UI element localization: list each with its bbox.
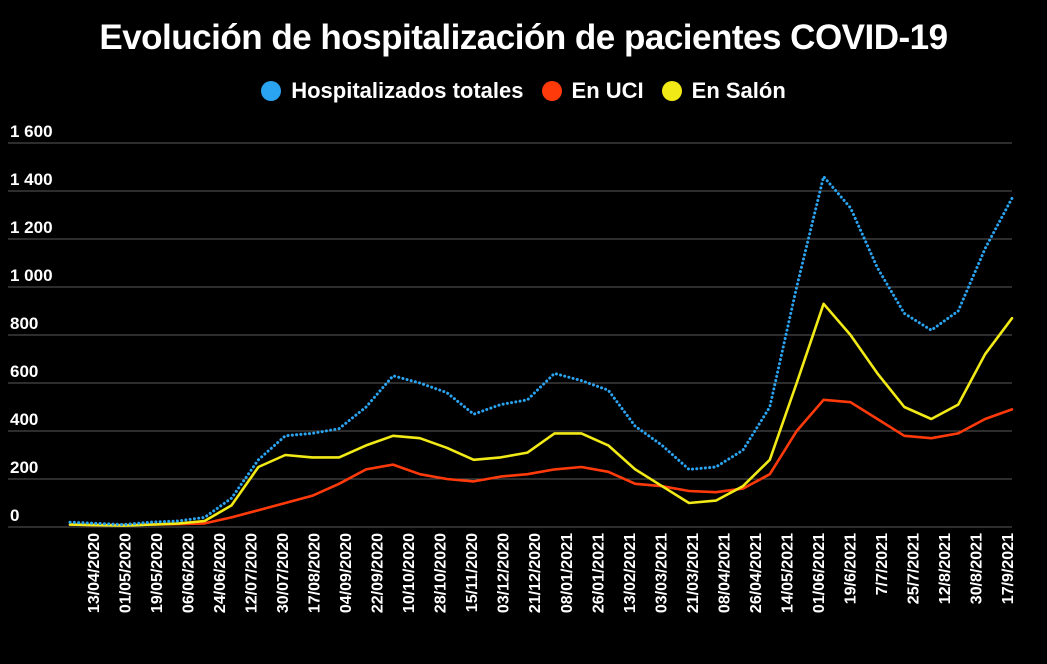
- legend-item-total[interactable]: Hospitalizados totales: [261, 78, 524, 104]
- legend-item-salon[interactable]: En Salón: [661, 78, 786, 104]
- y-tick-label: 800: [10, 314, 38, 333]
- y-tick-label: 1 600: [10, 122, 53, 141]
- y-tick-label: 1 000: [10, 266, 53, 285]
- y-tick-label: 400: [10, 410, 38, 429]
- legend-swatch-salon: [661, 81, 682, 101]
- legend: Hospitalizados totales En UCI En Salón: [0, 78, 1047, 104]
- x-tick-label: 24/06/2020: [212, 533, 229, 613]
- x-tick-label: 12/8/2021: [937, 533, 954, 604]
- x-tick-label: 06/06/2020: [181, 533, 198, 613]
- chart-title: Evolución de hospitalización de paciente…: [99, 18, 948, 57]
- legend-label-total: Hospitalizados totales: [291, 78, 524, 103]
- x-tick-label: 28/10/2020: [433, 533, 450, 613]
- x-tick-label: 03/03/2021: [653, 533, 670, 613]
- series-line-uci: [68, 398, 1014, 527]
- x-tick-label: 01/06/2021: [811, 533, 828, 613]
- gridlines: [8, 142, 1012, 528]
- y-tick-label: 200: [10, 458, 38, 477]
- y-tick-label: 1 200: [10, 218, 53, 237]
- x-tick-label: 30/07/2020: [275, 533, 292, 613]
- y-tick-label: 600: [10, 362, 38, 381]
- x-tick-label: 04/09/2020: [338, 533, 355, 613]
- legend-item-uci[interactable]: En UCI: [541, 78, 644, 104]
- series-layer: [68, 175, 1014, 527]
- series-line-salon: [68, 302, 1014, 527]
- x-tick-label: 08/01/2021: [559, 533, 576, 613]
- x-tick-label: 7/7/2021: [874, 533, 891, 595]
- x-axis: 13/04/2020 01/05/2020 19/05/2020 06/06/2020…: [86, 533, 1017, 613]
- x-tick-label: 12/07/2020: [244, 533, 261, 613]
- series-line-total: [68, 175, 1014, 527]
- x-tick-label: 30/8/2021: [968, 533, 985, 604]
- x-tick-label: 19/05/2020: [149, 533, 166, 613]
- x-tick-label: 26/04/2021: [748, 533, 765, 613]
- y-tick-label: 1 400: [10, 170, 53, 189]
- y-tick-label: 0: [10, 506, 19, 525]
- x-tick-label: 19/6/2021: [842, 533, 859, 604]
- x-tick-label: 14/05/2021: [779, 533, 796, 613]
- legend-label-uci: En UCI: [571, 78, 644, 103]
- legend-swatch-uci: [541, 81, 562, 101]
- x-tick-label: 01/05/2020: [118, 533, 135, 613]
- x-tick-label: 03/12/2020: [496, 533, 513, 613]
- y-axis: 0 200 400 600 800 1 000 1 200 1 400 1 600: [10, 122, 53, 525]
- x-tick-label: 22/09/2020: [370, 533, 387, 613]
- legend-swatch-total: [261, 81, 282, 101]
- x-tick-label: 25/7/2021: [905, 533, 922, 604]
- x-tick-label: 26/01/2021: [590, 533, 607, 613]
- x-tick-label: 15/11/2020: [464, 533, 481, 612]
- x-tick-label: 13/02/2021: [622, 533, 639, 613]
- x-tick-label: 13/04/2020: [86, 533, 103, 613]
- x-tick-label: 17/9/2021: [1000, 533, 1017, 604]
- legend-label-salon: En Salón: [691, 78, 786, 103]
- x-tick-label: 21/12/2020: [527, 533, 544, 613]
- x-tick-label: 21/03/2021: [685, 533, 702, 613]
- x-tick-label: 08/04/2021: [716, 533, 733, 613]
- x-tick-label: 17/08/2020: [307, 533, 324, 613]
- x-tick-label: 10/10/2020: [401, 533, 418, 613]
